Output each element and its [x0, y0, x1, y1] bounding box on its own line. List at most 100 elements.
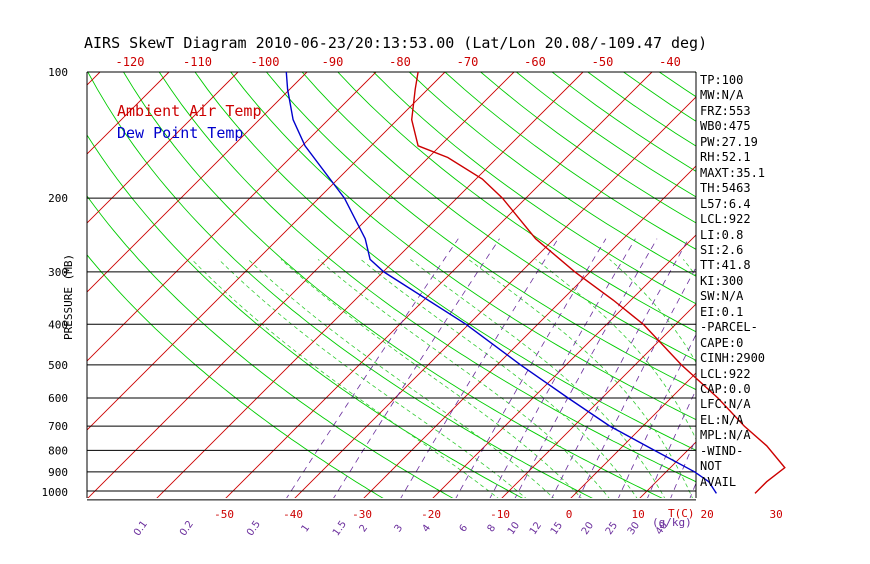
stability-index: CAP:0.0	[700, 382, 751, 396]
stability-index: PW:27.19	[700, 135, 758, 149]
stability-index: FRZ:553	[700, 104, 751, 118]
bottom-temperature-tick: -30	[352, 508, 372, 521]
stability-index: RH:52.1	[700, 150, 751, 164]
legend-dewpoint: Dew Point Temp	[117, 124, 243, 142]
isotherm	[224, 72, 652, 500]
stability-index: EI:0.1	[700, 305, 743, 319]
pressure-tick-label: 100	[48, 66, 68, 79]
stability-index: CINH:2900	[700, 351, 765, 365]
mixing-ratio-line	[826, 239, 870, 500]
isotherm	[0, 72, 31, 500]
mixing-ratio-tick: 3	[393, 523, 406, 535]
moist-adiabat	[536, 259, 721, 500]
mixing-ratio-tick: 4	[421, 523, 434, 535]
top-temperature-tick: -90	[322, 55, 344, 69]
stability-index: SW:N/A	[700, 289, 743, 303]
stability-index: TP:100	[700, 73, 743, 87]
bottom-temperature-tick: 10	[631, 508, 644, 521]
mixing-ratio-line	[551, 239, 689, 500]
top-temperature-tick: -120	[116, 55, 145, 69]
dry-adiabat	[231, 72, 870, 500]
mixing-ratio-tick: 20	[580, 520, 596, 537]
stability-index: EL:N/A	[700, 413, 743, 427]
mixing-ratio-tick: 1	[300, 523, 313, 535]
stability-index: TT:41.8	[700, 258, 751, 272]
isotherm	[0, 72, 100, 500]
stability-index: LI:0.8	[700, 228, 743, 242]
pressure-tick-label: 1000	[42, 486, 69, 499]
mixing-ratio-tick: 2	[358, 523, 371, 535]
bottom-temperature-tick: 30	[769, 508, 782, 521]
moist-adiabat	[192, 259, 500, 500]
moist-adiabat	[248, 259, 555, 500]
mixing-ratio-line	[745, 239, 853, 500]
stability-index: LCL:922	[700, 212, 751, 226]
pressure-tick-label: 200	[48, 192, 68, 205]
dry-adiabat	[409, 72, 870, 500]
moist-adiabat	[750, 259, 804, 500]
stability-index: LCL:922	[700, 367, 751, 381]
pressure-tick-label: 700	[48, 420, 68, 433]
bottom-temperature-tick: -20	[421, 508, 441, 521]
pressure-tick-label: 900	[48, 466, 68, 479]
stability-index: MW:N/A	[700, 88, 743, 102]
dry-adiabat	[445, 72, 870, 500]
stability-index: WB0:475	[700, 119, 751, 133]
dry-adiabat	[659, 72, 870, 500]
moist-adiabat	[806, 259, 831, 500]
mixing-ratio-tick: 8	[486, 523, 499, 535]
isotherm	[500, 72, 870, 500]
isotherm	[293, 72, 721, 500]
mixing-ratio-tick: 6	[458, 523, 471, 535]
isotherm	[431, 72, 859, 500]
mixing-ratio-tick: 10	[506, 520, 522, 537]
dry-adiabat	[766, 72, 870, 500]
mixing-ratio-tick: 12	[528, 520, 544, 537]
dry-adiabat	[838, 72, 870, 500]
bottom-temperature-tick: 0	[566, 508, 573, 521]
y-axis-label: PRESSURE (MB)	[62, 254, 75, 340]
mixing-ratio-tick: 0.5	[245, 519, 263, 538]
bottom-temperature-tick: 20	[700, 508, 713, 521]
stability-index: MPL:N/A	[700, 428, 751, 442]
stability-index: AVAIL	[700, 475, 736, 489]
mixing-ratio-tick: 30	[626, 520, 642, 537]
isotherm	[845, 72, 870, 500]
mixing-ratio-tick: 25	[604, 520, 620, 537]
pressure-tick-label: 600	[48, 392, 68, 405]
stability-index: L57:6.4	[700, 197, 751, 211]
top-temperature-tick: -50	[592, 55, 614, 69]
mixing-ratio-tick: 15	[549, 520, 565, 537]
top-temperature-tick: -110	[183, 55, 212, 69]
mixing-ratio-line	[792, 239, 870, 500]
mixing-ratio-line	[578, 239, 712, 500]
stability-index: -PARCEL-	[700, 320, 758, 334]
mixing-ratio-unit-label: (g/kg)	[652, 516, 692, 529]
top-temperature-tick: -100	[251, 55, 280, 69]
stability-index: MAXT:35.1	[700, 166, 765, 180]
moist-adiabat	[410, 259, 665, 500]
mixing-ratio-line	[333, 239, 500, 500]
stability-index: -WIND-	[700, 444, 743, 458]
chart-title: AIRS SkewT Diagram 2010-06-23/20:13:53.0…	[84, 34, 707, 52]
mixing-ratio-tick: 0.1	[132, 519, 150, 538]
stability-index: SI:2.6	[700, 243, 743, 257]
stability-index: CAPE:0	[700, 336, 743, 350]
top-temperature-tick: -80	[389, 55, 411, 69]
mixing-ratio-line	[771, 239, 870, 500]
stability-index: TH:5463	[700, 181, 751, 195]
mixing-ratio-tick: 0.2	[178, 519, 196, 538]
top-temperature-tick: -70	[457, 55, 479, 69]
dry-adiabat	[302, 72, 870, 500]
top-temperature-tick: -40	[659, 55, 681, 69]
moist-adiabat	[361, 259, 638, 500]
stability-index: NOT	[700, 459, 722, 473]
legend-temperature: Ambient Air Temp	[117, 102, 262, 120]
moist-adiabat	[219, 259, 528, 500]
dry-adiabat	[802, 72, 870, 500]
isotherm	[776, 72, 870, 500]
bottom-temperature-tick: -50	[214, 508, 234, 521]
pressure-tick-label: 800	[48, 444, 68, 457]
stability-index: KI:300	[700, 274, 743, 288]
stability-index: LFC:N/A	[700, 397, 751, 411]
